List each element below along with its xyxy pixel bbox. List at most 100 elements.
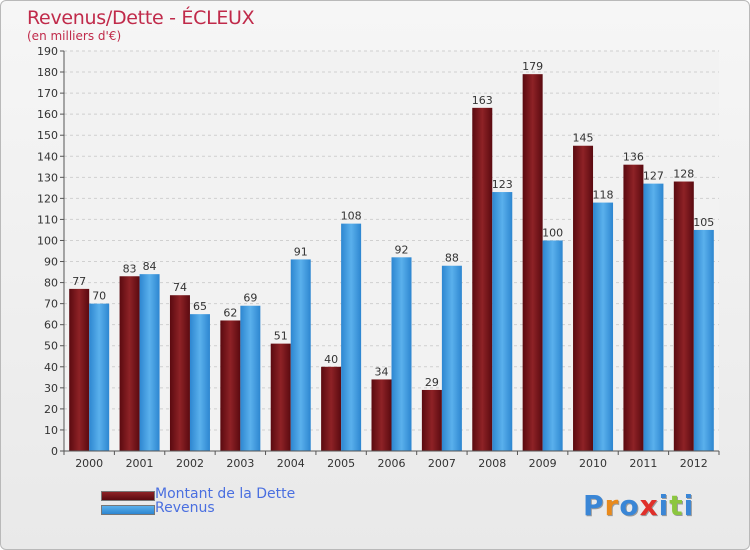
y-tick-label: 130 <box>37 171 58 184</box>
data-label-dette-2004: 51 <box>274 330 288 343</box>
bar-dette-2001 <box>119 276 140 451</box>
x-tick-label: 2001 <box>126 457 154 470</box>
bar-dette-2005 <box>321 366 342 451</box>
data-label-dette-2010: 145 <box>573 132 594 145</box>
y-tick-label: 10 <box>44 424 58 437</box>
y-tick-label: 150 <box>37 129 58 142</box>
y-tick-label: 70 <box>44 298 58 311</box>
data-label-revenus-2005: 108 <box>341 210 362 223</box>
data-label-revenus-2004: 91 <box>294 245 308 258</box>
legend-label-dette: Montant de la Dette <box>155 486 296 502</box>
logo-letter: x <box>639 489 659 522</box>
y-tick-label: 170 <box>37 87 58 100</box>
bar-revenus-2011 <box>643 183 664 451</box>
data-label-revenus-2006: 92 <box>395 243 409 256</box>
data-label-revenus-2008: 123 <box>492 178 513 191</box>
bars <box>69 74 714 452</box>
x-tick-label: 2008 <box>478 457 506 470</box>
bar-dette-2010 <box>573 145 594 451</box>
bar-revenus-2009 <box>542 240 563 451</box>
bar-revenus-2012 <box>693 229 714 451</box>
y-tick-label: 60 <box>44 319 58 332</box>
axes: 0 10 20 30 40 50 60 70 80 90 100 110 120 130 140 150 160… <box>37 45 720 470</box>
bar-revenus-2005 <box>341 223 362 451</box>
bar-revenus-2002 <box>189 314 210 451</box>
legend-label-revenus: Revenus <box>155 500 215 516</box>
y-tick-label: 90 <box>44 256 58 269</box>
bar-dette-2004 <box>270 343 291 451</box>
bar-dette-2009 <box>522 74 543 451</box>
x-tick-label: 2009 <box>529 457 557 470</box>
proxiti-logo: Proxiti <box>583 489 694 522</box>
data-label-revenus-2007: 88 <box>445 252 459 265</box>
data-label-dette-2007: 29 <box>425 376 439 389</box>
y-tick-label: 100 <box>37 234 58 247</box>
data-label-dette-2001: 83 <box>123 262 137 275</box>
data-label-revenus-2010: 118 <box>593 189 614 202</box>
y-tick-label: 190 <box>37 45 58 58</box>
y-tick-label: 140 <box>37 150 58 163</box>
x-tick-label: 2007 <box>428 457 456 470</box>
bar-dette-2002 <box>169 295 190 451</box>
x-tick-label: 2004 <box>277 457 305 470</box>
logo-letter: o <box>619 489 640 522</box>
bar-revenus-2010 <box>593 202 614 451</box>
x-tick-label: 2012 <box>680 457 708 470</box>
bar-revenus-2000 <box>89 303 110 451</box>
chart-title: Revenus/Dette - ÉCLEUX <box>27 7 255 29</box>
bar-revenus-2001 <box>139 274 160 451</box>
y-tick-label: 120 <box>37 192 58 205</box>
y-tick-label: 110 <box>37 213 58 226</box>
y-tick-label: 180 <box>37 66 58 79</box>
bar-revenus-2004 <box>290 259 311 451</box>
data-label-revenus-2001: 84 <box>143 260 157 273</box>
y-tick-label: 50 <box>44 340 58 353</box>
data-label-revenus-2009: 100 <box>542 226 563 239</box>
bar-dette-2006 <box>371 379 392 451</box>
legend-swatch-dette <box>101 491 155 501</box>
logo-letter: i <box>683 489 695 522</box>
bar-dette-2000 <box>69 288 90 451</box>
x-tick-label: 2000 <box>75 457 103 470</box>
legend-swatch-revenus <box>101 505 155 515</box>
data-label-revenus-2012: 105 <box>693 216 714 229</box>
x-tick-label: 2006 <box>378 457 406 470</box>
y-tick-label: 160 <box>37 108 58 121</box>
data-label-dette-2000: 77 <box>72 275 86 288</box>
logo-letter: t <box>669 489 684 522</box>
logo-letter: i <box>658 489 670 522</box>
bar-revenus-2007 <box>441 265 462 451</box>
data-label-dette-2012: 128 <box>673 168 694 181</box>
data-label-dette-2006: 34 <box>375 365 389 378</box>
logo-letter: r <box>604 489 620 522</box>
data-label-dette-2002: 74 <box>173 281 187 294</box>
x-tick-label: 2002 <box>176 457 204 470</box>
x-tick-label: 2010 <box>579 457 607 470</box>
logo-letter: P <box>583 489 605 522</box>
bar-dette-2008 <box>472 107 493 451</box>
data-label-revenus-2000: 70 <box>92 290 106 303</box>
chart-subtitle: (en milliers d'€) <box>27 29 122 43</box>
y-tick-label: 20 <box>44 403 58 416</box>
y-tick-label: 0 <box>51 445 58 458</box>
data-label-dette-2003: 62 <box>223 306 237 319</box>
data-label-dette-2009: 179 <box>522 60 543 73</box>
bar-revenus-2008 <box>492 192 513 452</box>
data-label-dette-2005: 40 <box>324 353 338 366</box>
data-label-dette-2011: 136 <box>623 151 644 164</box>
x-tick-label: 2003 <box>226 457 254 470</box>
value-labels: 77 70 83 84 74 65 62 69 51 91 40 108 34 92 29 88 163 123 1… <box>72 60 714 389</box>
bar-dette-2011 <box>623 164 644 451</box>
x-tick-label: 2011 <box>629 457 657 470</box>
bar-dette-2012 <box>673 181 694 452</box>
y-tick-label: 40 <box>44 361 58 374</box>
data-label-revenus-2011: 127 <box>643 170 664 183</box>
bar-revenus-2003 <box>240 305 261 451</box>
bar-revenus-2006 <box>391 257 412 451</box>
bar-dette-2007 <box>421 389 442 451</box>
data-label-revenus-2002: 65 <box>193 300 207 313</box>
data-label-dette-2008: 163 <box>472 94 493 107</box>
bar-dette-2003 <box>220 320 241 451</box>
